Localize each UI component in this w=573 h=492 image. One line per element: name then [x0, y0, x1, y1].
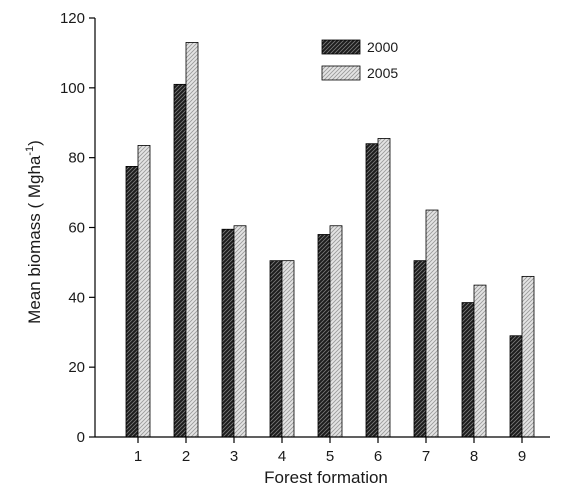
bar-2005-formation-3	[233, 225, 247, 438]
x-tick-label: 6	[374, 448, 382, 465]
bar-2000-formation-4	[269, 260, 283, 438]
y-tick-label: 120	[60, 10, 85, 27]
legend-label-2000: 2000	[367, 39, 398, 55]
x-tick-label: 2	[182, 448, 190, 465]
bar-2005-formation-4	[281, 260, 295, 438]
bar-2000-formation-6	[365, 143, 379, 438]
y-axis-title: Mean biomass ( Mgha-1)	[24, 140, 44, 324]
bar-2005-formation-1	[137, 145, 151, 438]
bar-2000-formation-2	[173, 83, 187, 438]
legend-label-2005: 2005	[367, 65, 398, 81]
bar-2000-formation-5	[317, 234, 331, 438]
x-axis-title: Forest formation	[264, 468, 388, 487]
bar-2005-formation-8	[473, 284, 487, 438]
y-tick-label: 80	[68, 150, 85, 167]
y-tick-label: 60	[68, 220, 85, 237]
x-tick-label: 4	[278, 448, 286, 465]
bar-2000-formation-3	[221, 228, 235, 438]
bar-2005-formation-5	[329, 225, 343, 438]
x-tick-label: 7	[422, 448, 430, 465]
y-tick-label: 100	[60, 80, 85, 97]
x-tick-label: 3	[230, 448, 238, 465]
legend-swatch-2000	[321, 39, 361, 55]
y-axis-title-main: Mean biomass ( Mgha	[25, 155, 44, 324]
bar-2005-formation-9	[521, 275, 535, 438]
x-tick-label: 1	[134, 448, 142, 465]
bar-2000-formation-7	[413, 260, 427, 438]
x-tick-label: 8	[470, 448, 478, 465]
y-axis-title-suffix: )	[25, 140, 44, 146]
legend: 2000 2005	[321, 39, 398, 81]
bars-group	[125, 42, 535, 438]
y-tick-label: 40	[68, 289, 85, 306]
bar-2005-formation-6	[377, 138, 391, 438]
bar-2000-formation-8	[461, 302, 475, 438]
y-tick-label: 0	[77, 429, 85, 446]
bar-2005-formation-2	[185, 42, 199, 438]
x-axis-ticks: 1 2 3 4 5 6 7 8 9	[134, 437, 526, 465]
bar-2000-formation-1	[125, 165, 139, 438]
x-tick-label: 9	[518, 448, 526, 465]
x-tick-label: 5	[326, 448, 334, 465]
y-axis-ticks: 0 20 40 60 80 100 120	[60, 10, 95, 446]
legend-swatch-2005	[321, 65, 361, 81]
bar-2000-formation-9	[509, 335, 523, 438]
y-axis-title-superscript: -1	[24, 146, 36, 156]
y-tick-label: 20	[68, 359, 85, 376]
bar-2005-formation-7	[425, 209, 439, 438]
